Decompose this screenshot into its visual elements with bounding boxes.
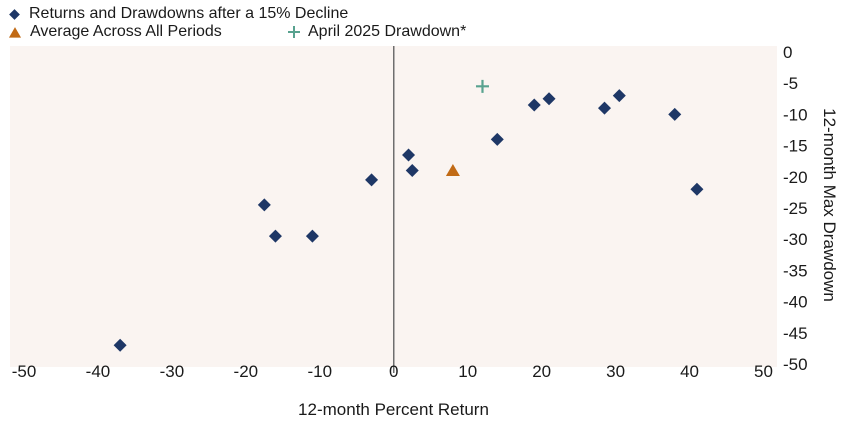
x-tick-label: 30 — [606, 362, 625, 381]
data-point-diamond — [612, 89, 626, 103]
data-point-diamond — [268, 229, 282, 243]
x-tick-label: 10 — [458, 362, 477, 381]
y-tick-label: -50 — [783, 355, 808, 374]
legend-label-returns-drawdowns: Returns and Drawdowns after a 15% Declin… — [29, 5, 349, 22]
y-axis-title: 12-month Max Drawdown — [820, 108, 839, 302]
x-tick-label: -50 — [12, 362, 37, 381]
y-tick-label: -5 — [783, 74, 798, 93]
x-tick-label: -30 — [160, 362, 185, 381]
y-tick-label: 0 — [783, 43, 792, 62]
data-point-diamond — [405, 164, 419, 178]
data-point-plus — [475, 79, 489, 93]
y-tick-label: -25 — [783, 199, 808, 218]
data-point-diamond — [668, 107, 682, 121]
data-point-diamond — [365, 173, 379, 187]
x-tick-label: -20 — [234, 362, 259, 381]
x-tick-label: 40 — [680, 362, 699, 381]
x-tick-label: -40 — [86, 362, 111, 381]
y-tick-label: -35 — [783, 261, 808, 280]
y-tick-label: -45 — [783, 324, 808, 343]
y-tick-label: -15 — [783, 137, 808, 156]
x-tick-label: 20 — [532, 362, 551, 381]
data-point-diamond — [690, 182, 704, 196]
data-point-diamond — [113, 338, 127, 352]
y-tick-label: -40 — [783, 293, 808, 312]
data-point-diamond — [490, 132, 504, 146]
x-tick-label: 0 — [389, 362, 398, 381]
y-tick-label: -30 — [783, 230, 808, 249]
triangle-legend-icon — [8, 26, 22, 38]
legend-label-april-2025: April 2025 Drawdown* — [308, 23, 467, 40]
data-point-diamond — [305, 229, 319, 243]
diamond-legend-icon — [9, 8, 20, 20]
data-point-diamond — [542, 92, 556, 106]
data-point-triangle — [445, 164, 460, 177]
plus-legend-icon — [288, 26, 300, 38]
y-tick-label: -10 — [783, 105, 808, 124]
legend-row-2: Average Across All Periods — [8, 23, 222, 41]
x-axis-title: 12-month Percent Return — [298, 400, 489, 419]
data-point-diamond — [598, 101, 612, 115]
legend-row-1: Returns and Drawdowns after a 15% Declin… — [8, 5, 348, 23]
x-tick-label: -10 — [308, 362, 333, 381]
y-tick-label: -20 — [783, 168, 808, 187]
data-point-diamond — [402, 148, 416, 162]
x-tick-label: 50 — [754, 362, 773, 381]
data-point-diamond — [257, 198, 271, 212]
legend-label-average: Average Across All Periods — [30, 23, 222, 40]
legend-item-april: April 2025 Drawdown* — [287, 23, 466, 41]
data-point-diamond — [527, 98, 541, 112]
